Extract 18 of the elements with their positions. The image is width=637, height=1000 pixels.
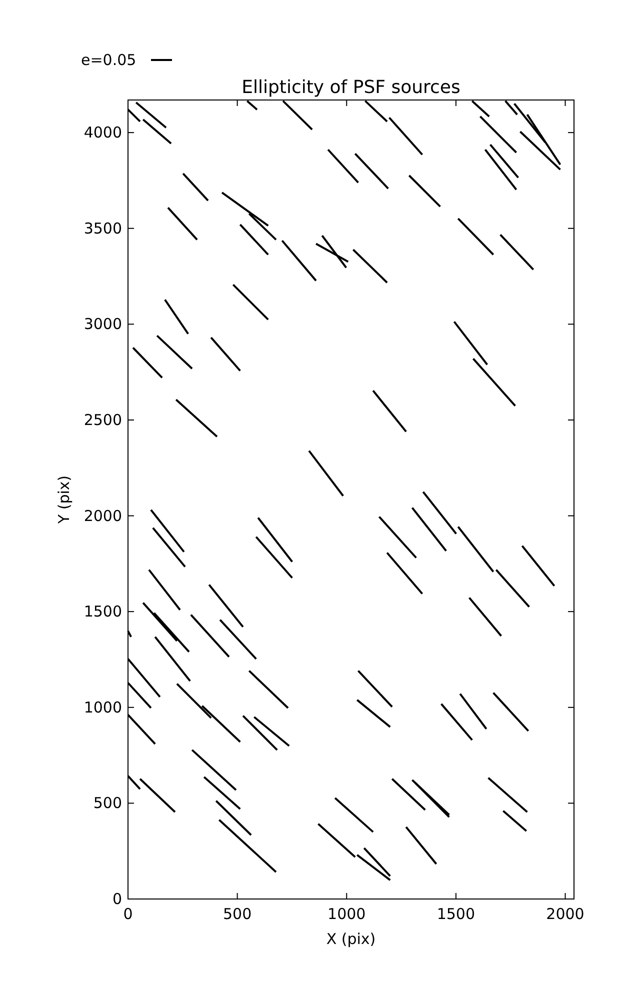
y-tick-label: 2000 bbox=[84, 506, 122, 525]
x-axis-title: X (pix) bbox=[326, 930, 376, 948]
y-tick-label: 0 bbox=[112, 890, 122, 908]
y-tick-label: 2500 bbox=[84, 410, 122, 429]
y-tick-label: 500 bbox=[93, 794, 122, 812]
chart-title: Ellipticity of PSF sources bbox=[242, 77, 460, 98]
x-tick-label: 1500 bbox=[436, 905, 476, 923]
x-tick-label: 0 bbox=[123, 905, 133, 923]
y-tick-label: 4000 bbox=[84, 124, 122, 142]
y-axis-title: Y (pix) bbox=[55, 475, 73, 525]
x-tick-label: 1000 bbox=[328, 905, 366, 923]
y-tick-label: 1000 bbox=[84, 698, 122, 716]
y-tick-label: 3000 bbox=[84, 315, 122, 334]
y-tick-label: 3500 bbox=[84, 219, 122, 238]
text: e=0.05 bbox=[81, 51, 136, 69]
x-tick-label: 500 bbox=[222, 905, 252, 923]
y-tick-label: 1500 bbox=[84, 602, 122, 621]
x-tick-label: 2000 bbox=[546, 905, 584, 923]
